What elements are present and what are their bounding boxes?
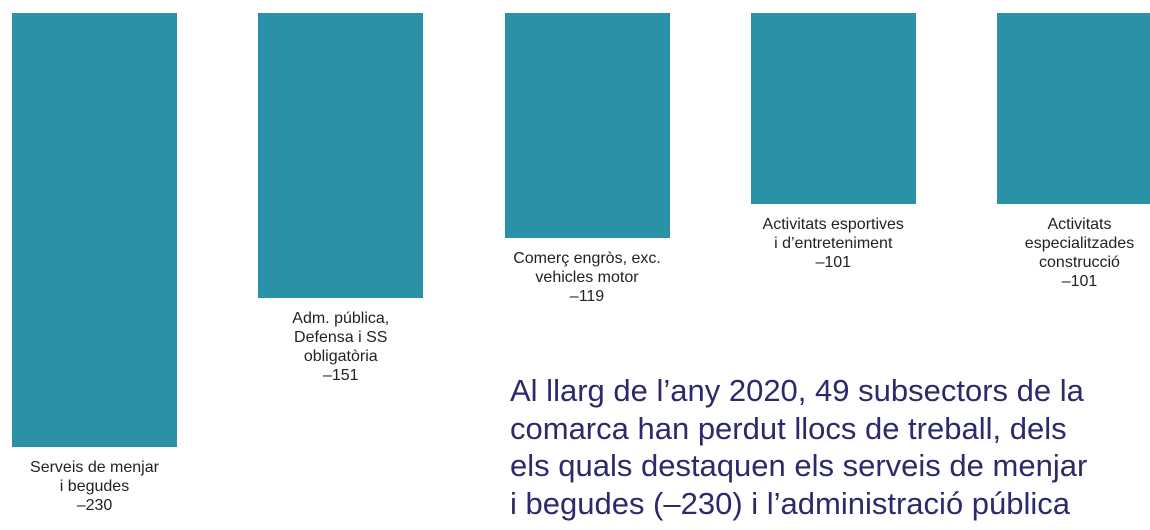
value-label: –230: [76, 497, 113, 514]
text-line: comarca han perdut llocs de treball, del…: [510, 410, 1067, 446]
bar: [504, 13, 670, 238]
bar: [997, 13, 1150, 204]
bar-label: Serveis de menjar i begudes –230: [0, 458, 195, 515]
category-label: Serveis de menjar i begudes: [30, 459, 159, 495]
value-label: –151: [322, 366, 359, 384]
category-label: Adm. pública, Defensa i SS obligatòria: [292, 309, 390, 365]
summary-text: Al llarg de l’any 2020, 49 subsectors de…: [510, 372, 1150, 530]
bar: [750, 13, 916, 204]
category-label: Comerç engròs, exc. vehicles motor: [513, 249, 661, 286]
bar: [12, 13, 177, 447]
category-label: Activitats especialitzades construcció: [1024, 215, 1135, 271]
bar-label: Comerç engròs, exc. vehicles motor –119: [487, 249, 687, 306]
bar-label: Adm. pública, Defensa i SS obligatòria –1…: [241, 309, 441, 385]
value-label: –119: [569, 287, 605, 305]
text-line: Al llarg de l’any 2020, 49 subsectors de…: [510, 373, 1084, 408]
value-label: –101: [1061, 272, 1098, 290]
bar: [258, 13, 424, 298]
value-label: –101: [815, 253, 852, 271]
text-line: i begudes (–230) i l’administració públi…: [510, 485, 1071, 521]
text-line: els quals destaquen els serveis de menja…: [510, 448, 1088, 483]
bar-label: Activitats esportives i d’entreteniment –…: [733, 215, 933, 272]
category-label: Activitats esportives i d’entreteniment: [762, 215, 904, 252]
bar-label: Activitats especialitzades construcció –1…: [980, 215, 1150, 291]
